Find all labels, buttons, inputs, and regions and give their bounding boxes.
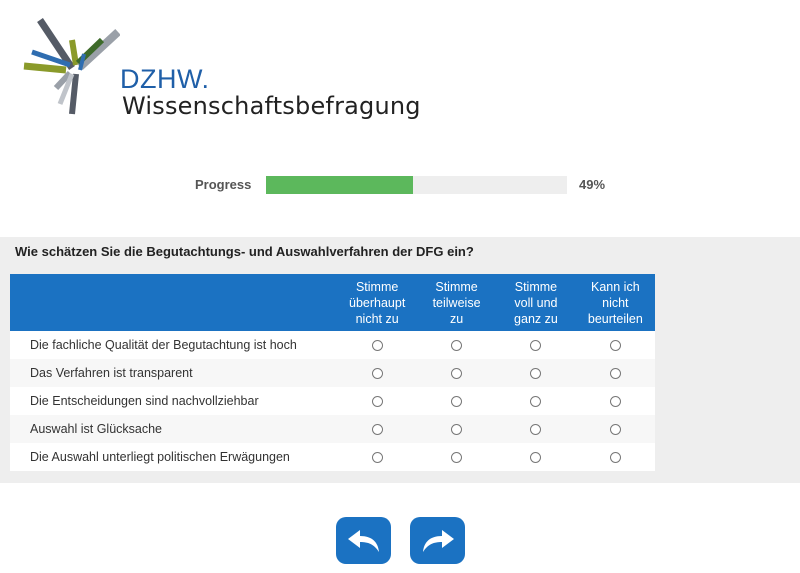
radio-option[interactable] — [530, 451, 542, 463]
brand-subtitle: Wissenschaftsbefragung — [122, 92, 421, 120]
matrix-row: Die fachliche Qualität der Begutachtung … — [10, 331, 655, 359]
logo-burst-icon — [23, 18, 120, 115]
radio-option[interactable] — [609, 367, 621, 379]
radio-option[interactable] — [530, 423, 542, 435]
question-text: Wie schätzen Sie die Begutachtungs- und … — [15, 244, 474, 259]
next-button[interactable] — [410, 517, 465, 564]
question-panel: Wie schätzen Sie die Begutachtungs- und … — [0, 237, 800, 483]
row-label: Die Auswahl unterliegt politischen Erwäg… — [30, 450, 290, 464]
progress-fill — [266, 176, 414, 194]
progress-percent: 49% — [579, 177, 606, 192]
radio-option[interactable] — [609, 423, 621, 435]
radio-option[interactable] — [530, 367, 542, 379]
column-header: Stimme überhaupt nicht zu — [349, 280, 406, 326]
column-header: Stimme voll und ganz zu — [514, 280, 558, 326]
radio-option[interactable] — [451, 423, 463, 435]
radio-option[interactable] — [609, 395, 621, 407]
brand-name: DZHW. — [120, 64, 210, 94]
dzhw-logo: DZHW. Wissenschaftsbefragung — [20, 10, 421, 120]
radio-option[interactable] — [609, 451, 621, 463]
column-header: Stimme teilweise zu — [432, 280, 481, 326]
column-header: Kann ich nicht beurteilen — [587, 280, 643, 326]
matrix-row: Auswahl ist Glücksache — [10, 415, 655, 443]
undo-arrow-icon — [347, 529, 379, 552]
radio-option[interactable] — [371, 339, 383, 351]
radio-option[interactable] — [371, 395, 383, 407]
redo-arrow-icon — [422, 529, 454, 552]
radio-option[interactable] — [451, 451, 463, 463]
radio-option[interactable] — [371, 451, 383, 463]
radio-option[interactable] — [451, 395, 463, 407]
matrix-row: Das Verfahren ist transparent — [10, 359, 655, 387]
radio-option[interactable] — [609, 339, 621, 351]
row-label: Die Entscheidungen sind nachvollziehbar — [30, 394, 259, 408]
back-button[interactable] — [336, 517, 391, 564]
progress-bar — [266, 176, 567, 194]
radio-option[interactable] — [371, 367, 383, 379]
row-label: Die fachliche Qualität der Begutachtung … — [30, 338, 297, 352]
radio-option[interactable] — [451, 367, 463, 379]
row-label: Das Verfahren ist transparent — [30, 366, 193, 380]
matrix-body: Die fachliche Qualität der Begutachtung … — [10, 331, 655, 471]
matrix-row: Die Entscheidungen sind nachvollziehbar — [10, 387, 655, 415]
radio-option[interactable] — [530, 395, 542, 407]
radio-option[interactable] — [371, 423, 383, 435]
row-label: Auswahl ist Glücksache — [30, 422, 163, 436]
radio-option[interactable] — [451, 339, 463, 351]
progress-label: Progress — [195, 177, 252, 192]
matrix-header: Stimme überhaupt nicht zu Stimme teilwei… — [10, 274, 655, 331]
radio-option[interactable] — [530, 339, 542, 351]
rating-matrix: Stimme überhaupt nicht zu Stimme teilwei… — [10, 274, 655, 471]
matrix-row: Die Auswahl unterliegt politischen Erwäg… — [10, 443, 655, 471]
